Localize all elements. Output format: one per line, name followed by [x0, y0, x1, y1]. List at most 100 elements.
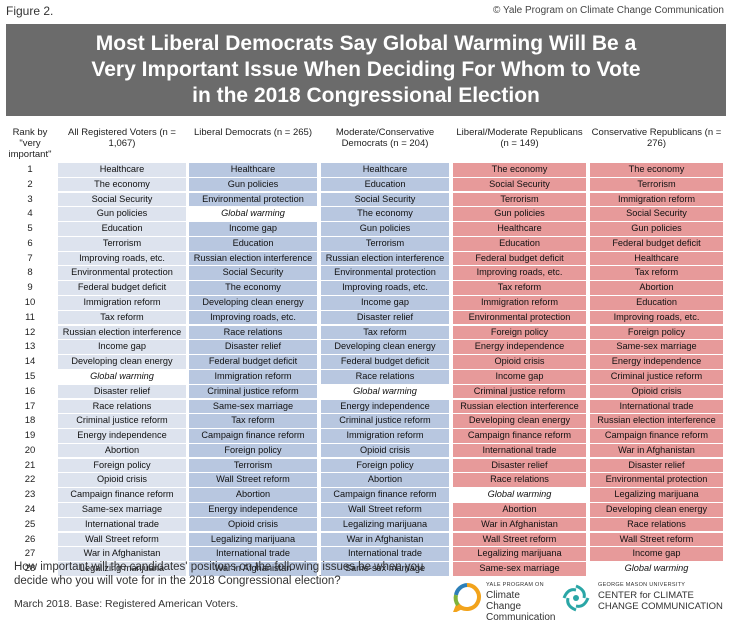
issue-cell: Opioid crisis [321, 443, 449, 458]
column-conservative-republicans: The economy Terrorism Immigration reform So… [590, 163, 723, 577]
issue-cell: Abortion [590, 281, 723, 295]
issue-cell: Global warming [58, 369, 186, 384]
issue-cell: Environmental protection [321, 266, 449, 281]
issue-cell: Disaster relief [58, 384, 186, 399]
rank-number: 11 [25, 311, 35, 323]
issue-cell: Legalizing marijuana [590, 488, 723, 502]
issue-cell: Terrorism [321, 236, 449, 251]
issue-cell: Energy independence [321, 399, 449, 414]
issue-cell: Same-sex marriage [590, 340, 723, 354]
issue-cell: Race relations [453, 473, 586, 487]
issue-cell: Social Security [321, 192, 449, 207]
issue-cell: Foreign policy [590, 325, 723, 340]
issue-cell: Abortion [189, 488, 317, 502]
issue-cell: Same-sex marriage [189, 399, 317, 414]
issue-cell: Same-sex marriage [321, 562, 449, 576]
issue-cell: International trade [189, 547, 317, 561]
issue-cell: Wall Street reform [58, 532, 186, 547]
column-all-voters: Healthcare The economy Social Security Gun … [58, 163, 186, 577]
footer: How important will the candidates' posit… [14, 560, 454, 610]
issue-cell: Income gap [58, 340, 186, 354]
issue-cell: Environmental protection [58, 266, 186, 281]
issue-cell: Global warming [189, 207, 317, 221]
issue-cell: Opioid crisis [189, 517, 317, 532]
issue-cell: Immigration reform [590, 192, 723, 207]
issue-cell: Disaster relief [590, 458, 723, 473]
issue-cell: Tax reform [590, 266, 723, 281]
rank-number: 22 [24, 474, 36, 486]
issue-cell: Gun policies [453, 207, 586, 221]
issue-cell: Foreign policy [321, 458, 449, 473]
rank-header: Rank by "very important" [8, 127, 52, 160]
credit-line: © Yale Program on Climate Change Communi… [493, 5, 724, 16]
issue-cell: International trade [58, 517, 186, 532]
issue-cell: Legalizing marijuana [453, 547, 586, 561]
issue-cell: Healthcare [189, 163, 317, 177]
issue-cell: Improving roads, etc. [321, 281, 449, 295]
rank-number: 10 [24, 297, 36, 309]
rank-number: 27 [24, 548, 36, 560]
wave-swirl-icon [562, 584, 590, 612]
issue-cell: Gun policies [58, 207, 186, 221]
issue-cell: Wall Street reform [321, 502, 449, 517]
survey-question: How important will the candidates' posit… [14, 561, 424, 587]
issue-cell: Wall Street reform [189, 473, 317, 487]
rank-number: 3 [27, 193, 33, 205]
issue-cell: Terrorism [453, 192, 586, 207]
issue-cell: Terrorism [58, 236, 186, 251]
issue-cell: Social Security [189, 266, 317, 281]
issue-cell: Legalizing marijuana [58, 562, 186, 576]
issue-cell: Abortion [58, 443, 186, 458]
rank-number: 23 [24, 489, 36, 501]
issue-cell: Race relations [58, 399, 186, 414]
rank-number: 4 [27, 208, 33, 220]
gmu-logo: GEORGE MASON UNIVERSITY CENTER for CLIMA… [560, 580, 728, 626]
issue-cell: Developing clean energy [590, 502, 723, 517]
issue-cell: Federal budget deficit [189, 355, 317, 369]
issue-cell: Russian election interference [58, 325, 186, 340]
issue-cell: The economy [58, 177, 186, 192]
issue-cell: Education [453, 236, 586, 251]
title-banner: Most Liberal Democrats Say Global Warmin… [6, 24, 726, 116]
issue-cell: Opioid crisis [590, 384, 723, 399]
issue-cell: Developing clean energy [453, 414, 586, 428]
issue-cell: War in Afghanistan [453, 517, 586, 532]
issue-cell: Global warming [453, 488, 586, 502]
rank-number: 6 [27, 237, 33, 249]
issue-cell: Immigration reform [189, 369, 317, 384]
rank-number: 15 [24, 370, 36, 382]
header-conservative-republicans: Conservative Republicans (n = 276) [591, 127, 722, 149]
issue-cell: Abortion [321, 473, 449, 487]
issue-cell: Federal budget deficit [590, 236, 723, 251]
column-liberal-democrats: Healthcare Gun policies Environmental prot… [189, 163, 317, 577]
issue-cell: War in Afghanistan [58, 547, 186, 561]
rank-number: 24 [24, 503, 36, 515]
issue-cell: Healthcare [590, 251, 723, 266]
issue-cell: Income gap [321, 296, 449, 310]
figure-title: Most Liberal Democrats Say Global Warmin… [91, 32, 641, 107]
issue-cell: Foreign policy [58, 458, 186, 473]
issue-cell: Campaign finance reform [321, 488, 449, 502]
issue-cell: Global warming [590, 562, 723, 576]
issue-cell: War in Afghanistan [321, 532, 449, 547]
issue-cell: Energy independence [590, 355, 723, 369]
rank-number: 18 [24, 415, 36, 427]
figure-label: Figure 2. [6, 4, 54, 18]
issue-cell: Terrorism [189, 458, 317, 473]
issue-cell: Russian election interference [590, 414, 723, 428]
rank-number: 26 [24, 533, 36, 545]
yale-logo-text: Climate Change Communication [486, 590, 556, 623]
issue-cell: Social Security [590, 207, 723, 221]
rank-number: 25 [24, 518, 36, 530]
issue-cell: The economy [321, 207, 449, 221]
issue-cell: International trade [453, 443, 586, 458]
speech-bubble-icon [453, 583, 481, 612]
header-moderate-conservative-democrats: Moderate/Conservative Democrats (n = 204… [335, 127, 435, 149]
issue-cell: Tax reform [453, 281, 586, 295]
issue-cell: Income gap [453, 369, 586, 384]
issue-cell: Gun policies [321, 222, 449, 236]
issue-cell: Immigration reform [58, 296, 186, 310]
issue-cell: Environmental protection [590, 473, 723, 487]
issue-cell: Developing clean energy [321, 340, 449, 354]
issue-cell: Gun policies [590, 222, 723, 236]
